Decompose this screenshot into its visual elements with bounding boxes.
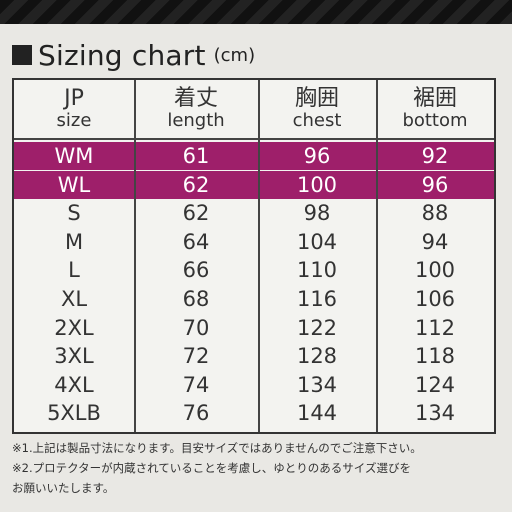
table-row: S 62 98 88 [14,199,494,227]
cell-bottom: 96 [421,172,449,197]
cell-chest: 100 [296,172,338,197]
background-strip [0,0,512,24]
cell-length: 61 [182,144,210,168]
cell-length: 74 [182,372,210,397]
column-divider [376,80,378,432]
cell-bottom: 100 [414,258,456,283]
header-size: JP size [14,80,134,138]
cell-chest: 104 [296,229,338,254]
square-bullet-icon [12,45,32,65]
cell-bottom: 118 [414,344,456,369]
table-row: WM 61 96 92 [14,142,494,170]
cell-length: 68 [182,287,210,311]
cell-length: 62 [182,201,210,226]
cell-bottom: 92 [421,144,449,168]
cell-bottom: 88 [421,201,449,226]
cell-length: 64 [182,229,210,254]
header-bottom-en: bottom [402,110,468,131]
cell-chest: 98 [303,201,331,226]
cell-length: 70 [182,315,210,340]
header-size-en: size [56,110,92,131]
cell-chest: 96 [303,144,331,168]
header-length: 着丈 length [134,80,258,138]
table-row: 4XL 74 134 124 [14,371,494,399]
cell-length: 76 [182,401,210,426]
table-row: 3XL 72 128 118 [14,342,494,370]
cell-size: S [67,201,81,226]
table-row: WL 62 100 96 [14,170,494,199]
cell-chest: 144 [296,401,338,426]
chart-title: Sizing chart (cm) [12,38,255,72]
cell-size: 5XLB [47,401,101,426]
header-bottom: 裾囲 bottom [376,80,494,138]
cell-size: WL [57,172,91,197]
cell-bottom: 112 [414,315,456,340]
unit-text: (cm) [213,44,256,66]
header-chest-en: chest [292,110,342,131]
title-text: Sizing chart [38,38,206,72]
cell-size: XL [60,287,88,311]
cell-chest: 116 [296,287,338,311]
header-bottom-jp: 裾囲 [412,86,457,111]
table-row: 5XLB 76 144 134 [14,399,494,427]
table-row: 2XL 70 122 112 [14,314,494,342]
cell-size: M [64,229,84,254]
header-size-jp: JP [64,86,84,111]
cell-chest: 134 [296,372,338,397]
footnote-2: ※2.プロテクターが内蔵されていることを考慮し、ゆとりのあるサイズ選びを [12,461,411,475]
cell-chest: 122 [296,315,338,340]
header-chest-jp: 胸囲 [294,86,339,111]
header-row: JP size 着丈 length 胸囲 chest 裾囲 bottom [14,80,494,140]
cell-length: 66 [182,258,210,283]
cell-size: 3XL [54,344,94,369]
cell-size: L [68,258,80,283]
cell-length: 62 [182,172,210,197]
header-chest: 胸囲 chest [258,80,376,138]
footnote-3: お願いいたします。 [12,481,115,495]
cell-size: 2XL [54,315,94,340]
column-divider [258,80,260,432]
cell-bottom: 134 [414,401,456,426]
header-length-en: length [167,110,225,131]
column-divider [134,80,136,432]
header-length-jp: 着丈 [173,86,218,111]
cell-chest: 110 [296,258,338,283]
table-row: XL 68 116 106 [14,285,494,313]
cell-length: 72 [182,344,210,369]
cell-size: 4XL [54,372,94,397]
table-row: L 66 110 100 [14,256,494,284]
cell-bottom: 94 [421,229,449,254]
cell-chest: 128 [296,344,338,369]
footnote-1: ※1.上記は製品寸法になります。目安サイズではありませんのでご注意下さい。 [12,441,422,455]
cell-size: WM [54,144,94,168]
cell-bottom: 124 [414,372,456,397]
cell-bottom: 106 [414,287,456,311]
size-table: JP size 着丈 length 胸囲 chest 裾囲 bottom WM 6… [12,78,496,434]
table-row: M 64 104 94 [14,228,494,256]
